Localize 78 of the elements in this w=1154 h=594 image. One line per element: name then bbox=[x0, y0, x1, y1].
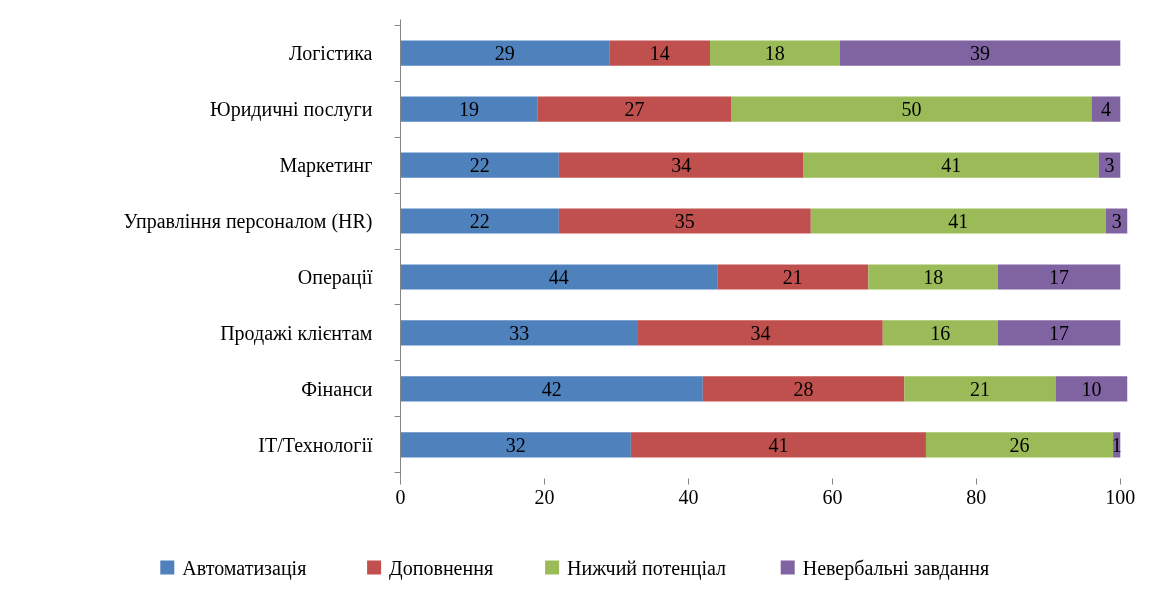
legend-label: Автоматизація bbox=[182, 556, 307, 580]
bar bbox=[400, 208, 559, 234]
data-label: 17 bbox=[1049, 265, 1070, 288]
bar bbox=[400, 432, 631, 458]
bar bbox=[882, 320, 998, 346]
x-tick-label: 100 bbox=[1105, 485, 1136, 508]
data-label: 19 bbox=[458, 98, 479, 121]
data-label: 3 bbox=[1111, 210, 1122, 233]
bar bbox=[638, 320, 883, 346]
data-label: 50 bbox=[901, 98, 922, 121]
y-tick-label: Фінанси bbox=[301, 377, 373, 400]
bar bbox=[868, 264, 998, 290]
data-label: 33 bbox=[509, 321, 530, 344]
data-label: 21 bbox=[969, 377, 990, 400]
data-label: 18 bbox=[764, 42, 785, 65]
data-label: 41 bbox=[941, 154, 962, 177]
bar bbox=[731, 96, 1092, 122]
bar bbox=[400, 96, 538, 122]
y-tick-label: Юридичні послуги bbox=[210, 98, 373, 122]
x-tick-label: 80 bbox=[966, 485, 987, 508]
x-tick-label: 20 bbox=[534, 485, 555, 508]
bar bbox=[400, 40, 610, 66]
legend-label: Нижчий потенціал bbox=[567, 556, 727, 580]
legend-label: Невербальні завдання bbox=[802, 556, 990, 580]
x-tick-label: 0 bbox=[395, 485, 406, 508]
bar bbox=[609, 40, 711, 66]
bar bbox=[803, 152, 1099, 178]
data-label: 44 bbox=[548, 265, 569, 288]
data-label: 14 bbox=[649, 42, 670, 65]
data-label: 3 bbox=[1104, 154, 1115, 177]
data-label: 17 bbox=[1049, 321, 1070, 344]
data-label: 29 bbox=[494, 42, 515, 65]
data-label: 41 bbox=[768, 433, 789, 456]
data-label: 4 bbox=[1100, 98, 1111, 121]
data-label: 18 bbox=[923, 265, 944, 288]
data-label: 27 bbox=[624, 98, 645, 121]
bar bbox=[400, 376, 703, 402]
bar bbox=[558, 208, 811, 234]
bar bbox=[537, 96, 732, 122]
bar bbox=[1091, 96, 1121, 122]
y-tick-label: Управління персоналом (HR) bbox=[123, 210, 373, 234]
data-label: 32 bbox=[505, 433, 526, 456]
data-label: 16 bbox=[930, 321, 951, 344]
data-label: 22 bbox=[469, 210, 490, 233]
data-label: 39 bbox=[969, 42, 990, 65]
bar bbox=[400, 264, 718, 290]
bar bbox=[1055, 376, 1128, 402]
data-label: 10 bbox=[1081, 377, 1102, 400]
bar bbox=[839, 40, 1121, 66]
data-label: 34 bbox=[671, 154, 692, 177]
bar bbox=[717, 264, 869, 290]
bar bbox=[558, 152, 804, 178]
bar bbox=[702, 376, 905, 402]
bar bbox=[997, 320, 1121, 346]
y-tick-label: Логістика bbox=[289, 42, 373, 65]
data-label: 28 bbox=[793, 377, 814, 400]
data-label: 35 bbox=[674, 210, 695, 233]
x-tick-label: 60 bbox=[822, 485, 843, 508]
y-tick-label: Операції bbox=[297, 265, 373, 289]
bar bbox=[630, 432, 926, 458]
y-tick-label: IT/Технології bbox=[258, 433, 373, 456]
data-label: 26 bbox=[1009, 433, 1030, 456]
bar bbox=[710, 40, 840, 66]
data-label: 21 bbox=[782, 265, 803, 288]
data-label: 42 bbox=[541, 377, 562, 400]
data-label: 34 bbox=[750, 321, 771, 344]
bar bbox=[904, 376, 1056, 402]
data-label: 41 bbox=[948, 210, 969, 233]
y-tick-label: Продажі клієнтам bbox=[220, 321, 373, 345]
bar bbox=[810, 208, 1106, 234]
bar bbox=[925, 432, 1114, 458]
bar bbox=[400, 320, 639, 346]
legend-label: Доповнення bbox=[389, 556, 494, 580]
y-tick-label: Маркетинг bbox=[279, 154, 373, 178]
bar bbox=[400, 152, 559, 178]
bar bbox=[997, 264, 1121, 290]
x-tick-label: 40 bbox=[678, 485, 699, 508]
data-label: 22 bbox=[469, 154, 490, 177]
